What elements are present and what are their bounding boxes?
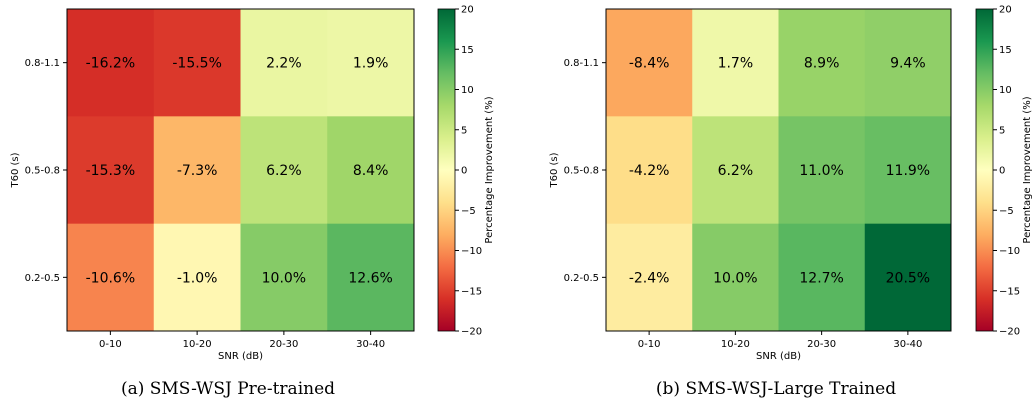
y-axis-label: T60 (s) [549, 152, 560, 188]
heatmap-cell [240, 116, 328, 225]
heatmap-cell [692, 9, 779, 117]
x-tick-label: 0-10 [99, 339, 122, 350]
colorbar [975, 8, 994, 332]
y-tick-label: 0.8-1.1 [25, 58, 60, 69]
x-axis-label: SNR (dB) [218, 351, 263, 362]
colorbar-tick-label: −20 [461, 327, 482, 338]
figure-caption: (b) SMS-WSJ-Large Trained [656, 379, 896, 399]
heatmap-cell [67, 223, 155, 332]
colorbar-tick-label: −5 [999, 206, 1014, 217]
colorbar-tick-label: 15 [461, 45, 474, 56]
colorbar-label: Percentage Improvement (%) [1022, 96, 1033, 243]
colorbar-tick-label: −15 [999, 286, 1020, 297]
x-tick-label: 10-20 [721, 339, 750, 350]
heatmap-cell [864, 223, 952, 332]
cell-value-label: -1.0% [177, 270, 218, 286]
heatmap-cell [692, 116, 779, 225]
colorbar-tick-label: 10 [999, 85, 1012, 96]
heatmap-cell [327, 9, 415, 117]
heatmap-cell [606, 9, 693, 117]
heatmap-cell [67, 9, 155, 117]
heatmap-cell [606, 116, 693, 225]
y-tick-label: 0.2-0.5 [564, 273, 599, 284]
cell-value-label: -15.3% [86, 163, 136, 179]
cell-value-label: 12.7% [799, 270, 843, 286]
heatmap-cell [67, 116, 155, 225]
heatmap-panel-b: -8.4% 1.7% 8.9% 9.4% -4.2% 6.2% 11.0% 11.9% -2.4… [549, 5, 1033, 400]
heatmap-cell [153, 9, 241, 117]
cell-value-label: 6.2% [718, 163, 754, 179]
cell-value-label: 1.7% [718, 56, 754, 72]
cell-value-label: 11.0% [799, 163, 843, 179]
heatmap-cell [778, 116, 866, 225]
cell-value-label: 8.4% [353, 163, 389, 179]
y-tick-label: 0.2-0.5 [25, 273, 60, 284]
heatmap-panel-a: -16.2% -15.5% 2.2% 1.9% -15.3% -7.3% 6.2% 8.4% -… [10, 5, 495, 400]
colorbar-tick-label: −10 [461, 246, 482, 257]
figure-caption: (a) SMS-WSJ Pre-trained [121, 379, 335, 399]
heatmap-cell [240, 223, 328, 332]
cell-value-label: -16.2% [86, 56, 136, 72]
cell-value-label: 8.9% [804, 56, 840, 72]
heatmap-cell [692, 223, 779, 332]
x-tick-label: 20-30 [807, 339, 836, 350]
cell-value-label: 9.4% [890, 56, 926, 72]
colorbar-tick-label: 0 [461, 166, 467, 177]
colorbar-tick-label: −20 [999, 327, 1020, 338]
cell-value-label: 11.9% [886, 163, 930, 179]
x-tick-label: 30-40 [893, 339, 922, 350]
heatmap-cell [864, 9, 952, 117]
cell-value-label: 10.0% [262, 270, 306, 286]
heatmap-cell [327, 116, 415, 225]
cell-value-label: -10.6% [86, 270, 136, 286]
x-tick-label: 10-20 [183, 339, 212, 350]
colorbar-tick-label: 10 [461, 85, 474, 96]
colorbar-tick-label: 5 [461, 125, 467, 136]
x-tick-label: 20-30 [269, 339, 298, 350]
y-axis-label: T60 (s) [10, 152, 21, 188]
cell-value-label: 20.5% [886, 270, 930, 286]
cell-value-label: 12.6% [348, 270, 392, 286]
colorbar-tick-label: −5 [461, 206, 476, 217]
cell-value-label: -4.2% [629, 163, 670, 179]
heatmap-cell [240, 9, 328, 117]
cell-value-label: -8.4% [629, 56, 670, 72]
x-tick-label: 30-40 [356, 339, 385, 350]
heatmap-cell [864, 116, 952, 225]
heatmap-cell [153, 116, 241, 225]
heatmap-cell [606, 223, 693, 332]
cell-value-label: -2.4% [629, 270, 670, 286]
cell-value-label: 2.2% [266, 56, 302, 72]
x-axis-label: SNR (dB) [756, 351, 801, 362]
colorbar [437, 8, 456, 332]
y-tick-label: 0.5-0.8 [564, 166, 599, 177]
colorbar-tick-label: 5 [999, 125, 1005, 136]
colorbar-tick-label: 15 [999, 45, 1012, 56]
cell-value-label: 10.0% [713, 270, 757, 286]
cell-value-label: 6.2% [266, 163, 302, 179]
heatmap-cell [327, 223, 415, 332]
heatmap-cell [778, 223, 866, 332]
cell-value-label: -7.3% [177, 163, 218, 179]
y-tick-label: 0.8-1.1 [564, 58, 599, 69]
cell-value-label: 1.9% [353, 56, 389, 72]
x-tick-label: 0-10 [638, 339, 661, 350]
colorbar-tick-label: 20 [461, 5, 474, 16]
y-tick-label: 0.5-0.8 [25, 166, 60, 177]
colorbar-tick-label: −10 [999, 246, 1020, 257]
cell-value-label: -15.5% [172, 56, 222, 72]
colorbar-label: Percentage Improvement (%) [484, 96, 495, 243]
colorbar-tick-label: 20 [999, 5, 1012, 16]
heatmap-cell [778, 9, 866, 117]
colorbar-tick-label: 0 [999, 166, 1005, 177]
colorbar-tick-label: −15 [461, 286, 482, 297]
heatmap-cell [153, 223, 241, 332]
